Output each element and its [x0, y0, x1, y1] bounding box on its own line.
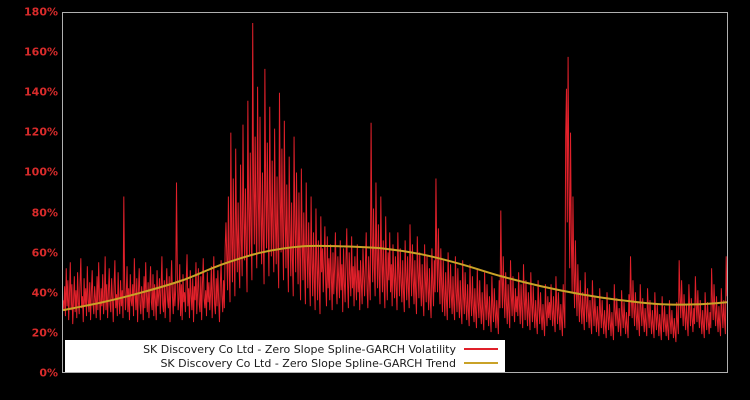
y-axis-tick-label: 180% — [24, 5, 58, 19]
y-axis-tick-label: 40% — [31, 286, 58, 300]
y-axis-tick-label: 20% — [31, 326, 58, 340]
y-axis-tick-label: 0% — [39, 366, 58, 380]
chart-legend: SK Discovery Co Ltd - Zero Slope Spline-… — [65, 340, 505, 372]
legend-item-volatility: SK Discovery Co Ltd - Zero Slope Spline-… — [66, 342, 498, 356]
legend-item-trend: SK Discovery Co Ltd - Zero Slope Spline-… — [66, 356, 498, 370]
y-axis-tick-label: 80% — [31, 206, 58, 220]
legend-swatch-volatility — [464, 348, 498, 350]
y-axis-tick-label: 100% — [24, 165, 58, 179]
y-axis-tick-labels: 0% 20% 40% 60% 80% 100% 120% 140% 160% 180% — [0, 0, 58, 400]
y-axis-tick-label: 120% — [24, 125, 58, 139]
trend-series-line — [63, 246, 727, 310]
series-canvas — [63, 13, 727, 372]
legend-label-trend: SK Discovery Co Ltd - Zero Slope Spline-… — [160, 356, 456, 370]
legend-label-volatility: SK Discovery Co Ltd - Zero Slope Spline-… — [143, 342, 456, 356]
volatility-series-line — [63, 23, 727, 342]
plot-area — [62, 12, 728, 373]
y-axis-tick-label: 60% — [31, 246, 58, 260]
y-axis-tick-label: 140% — [24, 85, 58, 99]
legend-swatch-trend — [464, 362, 498, 364]
y-axis-tick-label: 160% — [24, 45, 58, 59]
